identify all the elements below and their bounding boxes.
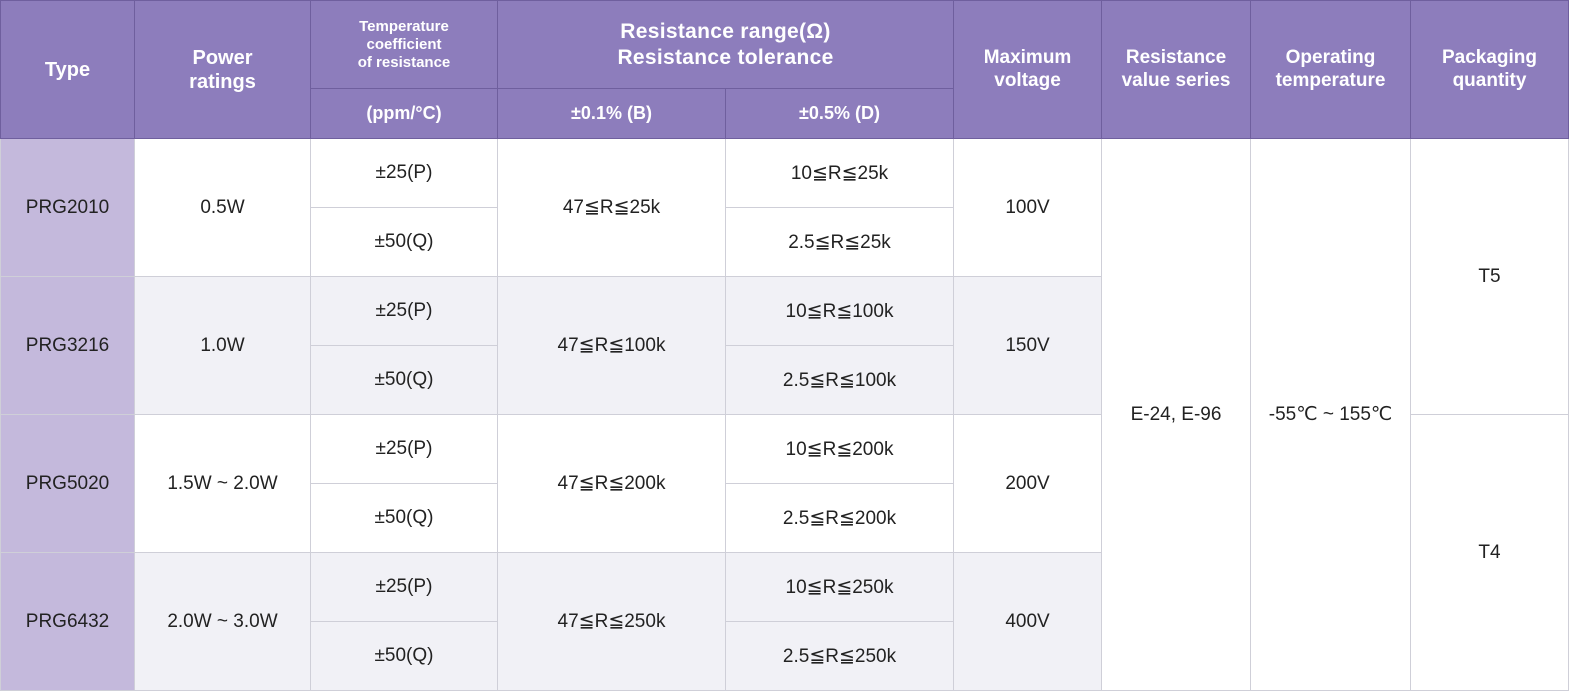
header-power-ratings: Power ratings [134,0,311,139]
range-d-cell: 10≦R≦200k [724,414,955,484]
header-packaging-line1: Packaging [1441,46,1538,68]
tcr-cell: ±25(P) [310,414,498,484]
range-d-cell: 2.5≦R≦200k [724,483,955,553]
header-packaging-line2: quantity [1452,69,1527,91]
power-cell: 1.0W [134,276,311,415]
header-power-line2: ratings [189,70,256,93]
header-value-series: Resistance value series [1101,0,1252,139]
power-cell: 0.5W [134,138,311,277]
header-tcr-line1: Temperature [359,17,449,35]
tcr-cell: ±50(Q) [310,483,498,553]
header-operating-temp: Operating temperature [1250,0,1412,139]
header-max-voltage: Maximum voltage [953,0,1103,139]
voltage-cell: 150V [953,276,1103,415]
packaging-t5-cell: T5 [1410,138,1570,415]
operating-temp-cell: -55℃ ~ 155℃ [1250,138,1412,691]
range-b-cell: 47≦R≦25k [497,138,726,277]
header-tcr-line2: coefficient [366,35,442,53]
type-cell: PRG2010 [0,138,135,277]
type-cell: PRG3216 [0,276,135,415]
tcr-cell: ±50(Q) [310,621,498,691]
header-type: Type [0,0,135,139]
header-resistance-range: Resistance range(Ω) Resistance tolerance [496,0,955,89]
range-b-cell: 47≦R≦200k [497,414,726,553]
table-row: ±50(Q) 2.5≦R≦100k [1,345,1569,415]
range-d-cell: 2.5≦R≦250k [724,621,955,691]
header-series-line1: Resistance [1125,46,1227,68]
type-cell: PRG6432 [0,552,135,691]
table-row: ±50(Q) 2.5≦R≦25k [1,207,1569,277]
tcr-cell: ±25(P) [310,552,498,622]
header-series-line2: value series [1121,69,1231,91]
header-tcr-line3: of resistance [357,53,451,71]
power-cell: 1.5W ~ 2.0W [134,414,311,553]
header-temp-line2: temperature [1275,69,1386,91]
type-cell: PRG5020 [0,414,135,553]
header-tol-b: ±0.1% (B) [497,88,726,139]
table-row: PRG6432 2.0W ~ 3.0W ±25(P) 47≦R≦250k 10≦… [0,552,1569,691]
tcr-cell: ±50(Q) [310,345,498,415]
voltage-cell: 400V [953,552,1103,691]
header-tol-d: ±0.5% (D) [724,88,955,139]
range-b-cell: 47≦R≦100k [497,276,726,415]
packaging-t4-cell: T4 [1410,414,1570,691]
range-d-cell: 10≦R≦100k [724,276,955,346]
header-range-line2: Resistance tolerance [617,45,834,69]
range-d-cell: 2.5≦R≦25k [724,207,955,277]
table-row: PRG5020 1.5W ~ 2.0W ±25(P) 47≦R≦200k 10≦… [0,414,1570,691]
header-voltage-line2: voltage [994,69,1061,91]
table-row: PRG3216 1.0W ±25(P) 47≦R≦100k 10≦R≦100k … [0,276,1569,415]
voltage-cell: 200V [953,414,1103,553]
header-voltage-line1: Maximum [983,46,1072,68]
table-row: ±50(Q) 2.5≦R≦200k [1,483,1569,553]
power-cell: 2.0W ~ 3.0W [134,552,311,691]
header-temp-line1: Operating [1285,46,1376,68]
value-series-cell: E-24, E-96 [1101,138,1252,691]
header-range-line1: Resistance range(Ω) [620,20,831,44]
range-d-cell: 2.5≦R≦100k [724,345,955,415]
voltage-cell: 100V [953,138,1103,277]
header-power-line1: Power [192,46,253,69]
tcr-cell: ±25(P) [310,138,498,208]
table-row: ±50(Q) 2.5≦R≦250k [1,621,1569,691]
tcr-cell: ±25(P) [310,276,498,346]
header-packaging: Packaging quantity [1410,0,1570,139]
table-row: PRG2010 0.5W ±25(P) 47≦R≦25k 10≦R≦25k 10… [0,138,1570,691]
header-tcr: Temperature coefficient of resistance [310,0,498,89]
header-tcr-unit: (ppm/°C) [310,88,498,139]
range-b-cell: 47≦R≦250k [497,552,726,691]
range-d-cell: 10≦R≦250k [724,552,955,622]
tcr-cell: ±50(Q) [310,207,498,277]
range-d-cell: 10≦R≦25k [724,138,955,208]
